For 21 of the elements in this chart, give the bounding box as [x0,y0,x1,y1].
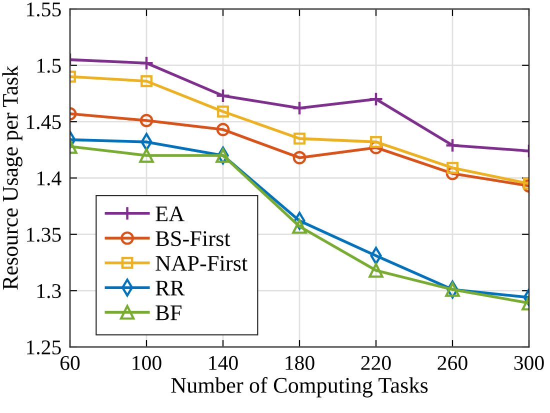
y-tick-label: 1.55 [27,2,61,17]
x-tick-label: 180 [286,356,314,370]
x-tick-label: 220 [361,356,391,370]
x-tick-label: 100 [132,356,162,370]
x-tick-label: 260 [438,356,468,370]
x-axis-title: Number of Computing Tasks [171,377,428,398]
y-tick-label: 1.3 [37,284,61,298]
y-tick-label: 1.4 [37,171,62,186]
legend-label: BS-First [156,231,230,246]
legend-label: EA [156,206,185,222]
y-tick-label: 1.45 [27,115,61,130]
x-tick-label: 140 [209,356,238,370]
legend-label: RR [156,280,185,296]
y-tick-label: 1.25 [27,340,61,355]
x-tick-label: 60 [60,356,80,370]
y-tick-label: 1.35 [27,228,61,242]
y-axis-title: Resource Usage per Task [2,66,22,290]
y-tick-label: 1.5 [37,58,61,73]
legend-label: BF [156,306,182,320]
legend-label: NAP-First [156,256,248,271]
x-tick-label: 300 [514,356,544,370]
